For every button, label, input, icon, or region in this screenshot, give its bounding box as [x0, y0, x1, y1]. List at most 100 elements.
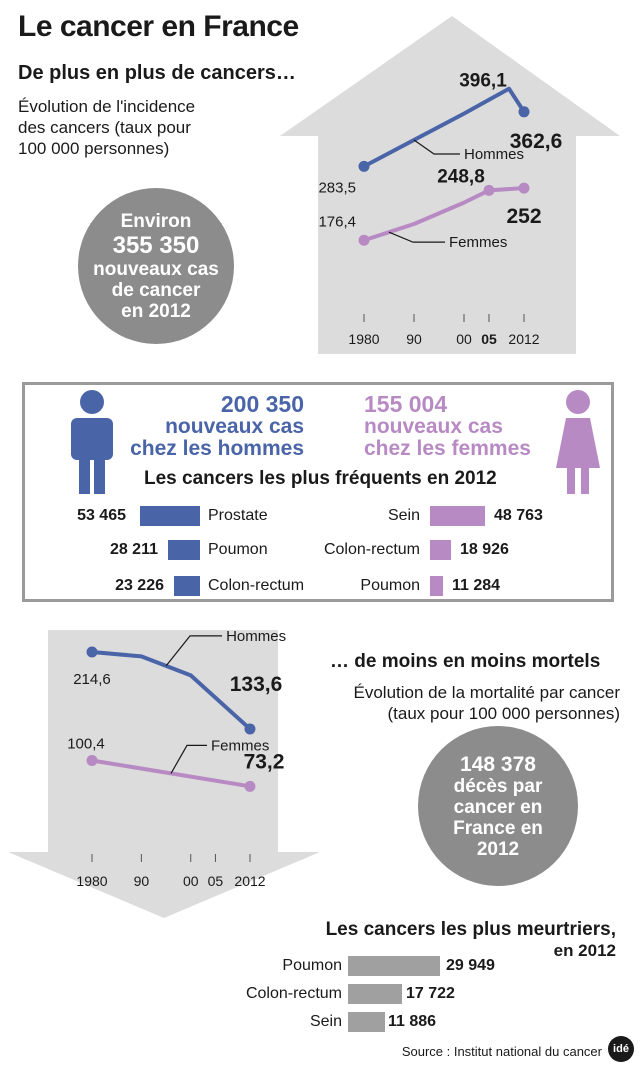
women-bar-label: Sein — [387, 507, 420, 524]
x-tick-label: 00 — [183, 873, 199, 889]
page-title: Le cancer en France — [18, 10, 299, 43]
deadliest-label: Sein — [309, 1013, 342, 1030]
incidence-description-line: 100 000 personnes) — [18, 139, 170, 158]
men-bar — [140, 506, 200, 526]
series-leader-line — [388, 231, 445, 243]
bubble-line: 355 350 — [112, 231, 200, 259]
x-tick-label: 2012 — [508, 331, 539, 347]
bubble-line: 148 378 — [460, 752, 536, 776]
incidence-description-line: Évolution de l'incidence — [18, 97, 196, 116]
woman-icon — [556, 390, 600, 494]
x-tick-label: 05 — [481, 331, 497, 347]
x-tick-label: 90 — [134, 873, 150, 889]
series-start-point — [358, 160, 370, 172]
deadliest-label: Colon-rectum — [245, 985, 342, 1002]
series-peak-label: 248,8 — [437, 166, 485, 187]
women-cases-line: chez les femmes — [364, 437, 531, 460]
men-cases-heading: 200 350 nouveaux cas chez les hommes — [130, 392, 304, 460]
men-bar-label: Colon-rectum — [208, 577, 305, 594]
series-end-label: 362,6 — [510, 130, 563, 153]
deadliest-value: 17 722 — [406, 985, 455, 1002]
women-bar-value: 48 763 — [494, 507, 543, 524]
series-peak-label: 396,1 — [459, 71, 507, 92]
women-bar-value: 11 284 — [452, 577, 501, 594]
series-line-femmes — [363, 186, 525, 243]
men-bar-value: 28 211 — [109, 541, 158, 558]
mortality-description: Évolution de la mortalité par cancer (ta… — [300, 682, 620, 724]
series-mid-point — [483, 184, 495, 196]
bubble-line: Environ — [120, 210, 192, 232]
up-arrow-shape — [280, 16, 620, 354]
deadliest-title-line: Les cancers les plus meurtriers, — [325, 919, 616, 940]
incidence-description: Évolution de l'incidence des cancers (ta… — [18, 96, 195, 159]
men-bar-value: 23 226 — [115, 577, 164, 594]
series-start-label: 283,5 — [318, 179, 356, 196]
x-tick-label: 05 — [208, 873, 224, 889]
series-end-label: 133,6 — [230, 673, 283, 696]
frequent-cancers-panel — [22, 382, 614, 602]
women-cases-count: 155 004 — [364, 391, 448, 417]
series-start-label: 214,6 — [73, 671, 111, 688]
x-tick-label: 1980 — [348, 331, 379, 347]
men-bar — [173, 576, 200, 596]
men-bar — [168, 540, 200, 560]
women-cases-heading: 155 004 nouveaux cas chez les femmes — [364, 392, 544, 460]
incidence-subtitle: De plus en plus de cancers… — [18, 62, 296, 84]
x-tick-label: 2012 — [234, 873, 265, 889]
ide-logo: idé — [608, 1036, 634, 1062]
mortality-subtitle: … de moins en moins mortels — [330, 651, 601, 672]
deadliest-label: Poumon — [282, 957, 342, 974]
deadliest-bar — [348, 956, 440, 976]
series-end-point — [518, 182, 530, 194]
series-leader-line — [413, 139, 460, 155]
incidence-description-line: des cancers (taux pour — [18, 118, 191, 137]
deadliest-title-line: en 2012 — [553, 941, 616, 960]
women-bar — [430, 506, 485, 526]
series-end-point — [244, 723, 256, 735]
series-name-label: Hommes — [226, 628, 286, 645]
women-bar-value: 18 926 — [460, 541, 509, 558]
x-tick-label: 90 — [406, 331, 422, 347]
women-bar-label: Colon-rectum — [323, 541, 420, 558]
series-line-femmes — [91, 758, 251, 789]
men-bar-value: 53 465 — [77, 507, 126, 524]
bubble-line: décès par — [453, 775, 543, 797]
series-start-label: 176,4 — [318, 213, 356, 230]
deadliest-bar — [348, 1012, 385, 1032]
x-tick-label: 00 — [456, 331, 472, 347]
series-line-hommes — [363, 86, 526, 169]
series-leader-line — [170, 744, 207, 774]
series-start-point — [86, 754, 98, 766]
man-icon — [71, 390, 113, 494]
bubble-line: nouveaux cas — [93, 258, 219, 280]
series-leader-line — [165, 635, 223, 667]
series-end-point — [244, 780, 256, 792]
bubble-line: 2012 — [476, 838, 520, 860]
deadliest-value: 29 949 — [446, 957, 495, 974]
incidence-chart: 1980 90 00 05 2012 283,5 362,6 396,1 Hommes 176,4… — [280, 16, 620, 354]
bubble-line: France en — [453, 817, 543, 839]
source-text: Source : Institut national du cancer — [401, 1044, 602, 1059]
deadliest-title: Les cancers les plus meurtriers, en 2012 — [300, 919, 616, 961]
series-end-point — [518, 106, 530, 118]
series-start-point — [358, 234, 370, 246]
series-start-point — [86, 646, 98, 658]
women-cases-line: nouveaux cas — [364, 415, 503, 438]
x-tick-label: 1980 — [76, 873, 107, 889]
women-bar — [430, 540, 452, 560]
men-cases-line: nouveaux cas — [165, 415, 304, 438]
bubble-line: de cancer — [111, 279, 201, 301]
mortality-chart: 1980 90 00 05 2012 214,6 133,6 Hommes 100,4 73,2F… — [8, 628, 320, 918]
frequent-cancers-title: Les cancers les plus fréquents en 2012 — [144, 468, 497, 489]
men-cases-count: 200 350 — [220, 391, 304, 417]
series-name-label: Hommes — [464, 146, 524, 163]
women-bar — [430, 576, 443, 596]
deadliest-bar — [348, 984, 403, 1004]
new-cases-bubble: Environ 355 350 nouveaux cas de cancer e… — [78, 188, 234, 344]
deaths-bubble: 148 378 décès par cancer en France en 20… — [418, 726, 578, 886]
women-bar-label: Poumon — [360, 577, 420, 594]
series-name-label: Femmes — [449, 234, 507, 251]
deadliest-value: 11 886 — [388, 1013, 437, 1030]
series-end-label: 73,2 — [244, 750, 285, 773]
bubble-line: en 2012 — [121, 300, 191, 322]
